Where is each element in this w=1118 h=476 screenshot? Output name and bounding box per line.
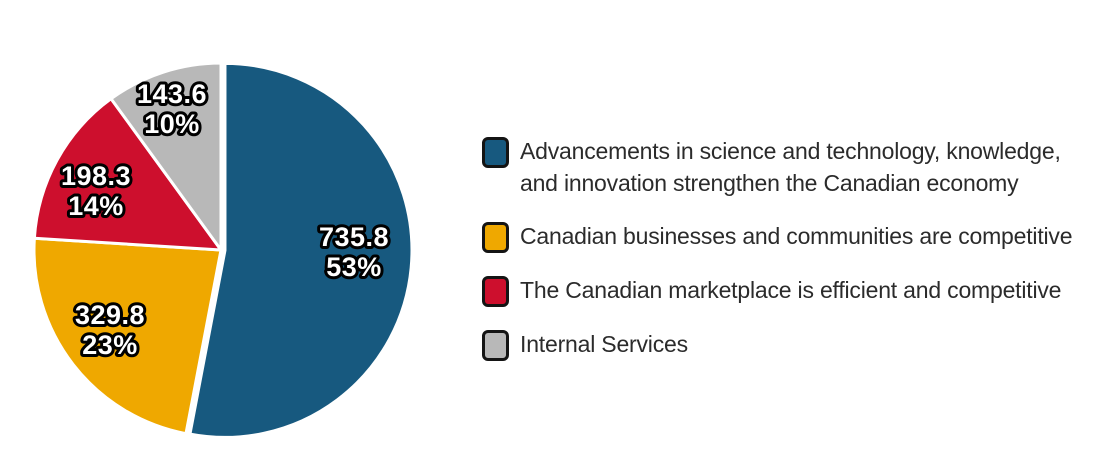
pie-slice-marketplace <box>32 97 223 252</box>
legend-swatch-businesses-communities <box>482 222 509 253</box>
legend-label-marketplace: The Canadian marketplace is efficient an… <box>520 277 1062 303</box>
pie-slice-science-technology <box>188 61 414 439</box>
pie-chart: 735.8 53% 329.8 23% 198.3 14%143.6 10% <box>32 61 414 439</box>
legend-label-science-technology: Advancements in science and technology, … <box>520 138 1061 196</box>
pie-slice-businesses-communities <box>32 236 223 436</box>
legend-label-businesses-communities: Canadian businesses and communities are … <box>520 223 1073 249</box>
legend-item-science-technology: Advancements in science and technology, … <box>482 135 1102 199</box>
legend-swatch-marketplace <box>482 276 509 307</box>
pie-slice-label-internal-services: 143.6 10% <box>137 79 207 139</box>
legend-label-internal-services: Internal Services <box>520 331 688 357</box>
pie-slice-internal-services <box>109 61 223 252</box>
legend-swatch-internal-services <box>482 330 509 361</box>
pie-slice-label-businesses-communities: 329.8 23% <box>75 300 145 360</box>
legend-item-businesses-communities: Canadian businesses and communities are … <box>482 220 1102 253</box>
legend-swatch-science-technology <box>482 137 509 168</box>
legend-item-internal-services: Internal Services <box>482 328 1102 361</box>
pie-slice-label-science-technology: 735.8 53% <box>319 222 389 282</box>
legend-item-marketplace: The Canadian marketplace is efficient an… <box>482 274 1102 307</box>
chart-legend: Advancements in science and technology, … <box>482 135 1102 361</box>
pie-slice-label-marketplace: 198.3 14% <box>61 161 131 221</box>
